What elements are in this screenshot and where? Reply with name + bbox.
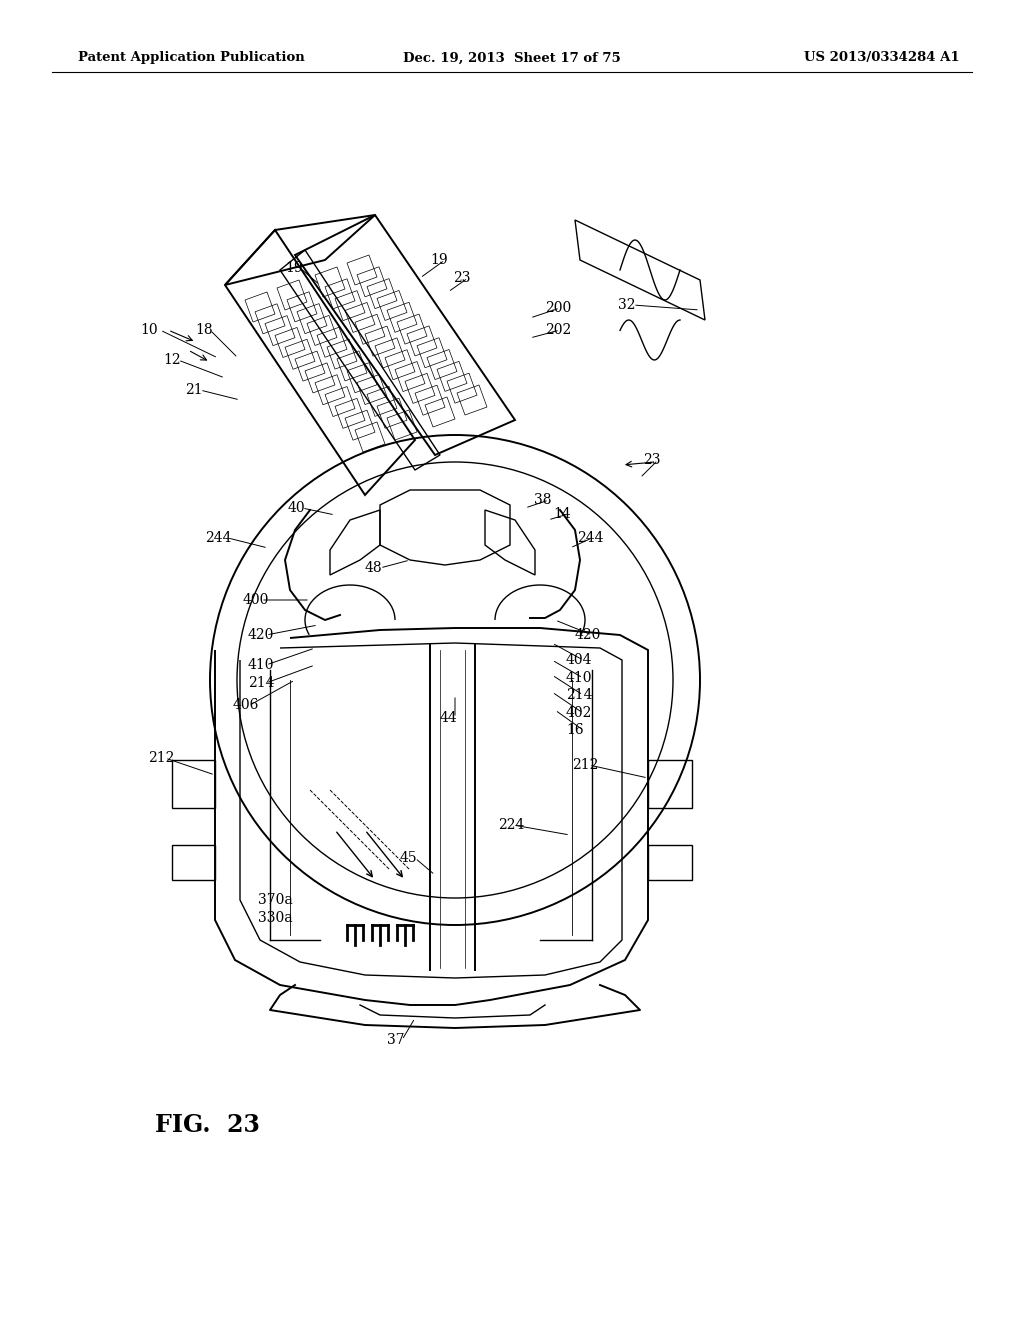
Text: 23: 23 [643,453,660,467]
Text: 406: 406 [233,698,259,711]
Text: 202: 202 [545,323,571,337]
Text: 410: 410 [566,671,593,685]
Text: 402: 402 [566,706,592,719]
Text: 212: 212 [148,751,174,766]
Text: FIG.  23: FIG. 23 [155,1113,260,1137]
Text: 410: 410 [248,657,274,672]
Text: 37: 37 [387,1034,404,1047]
Text: 21: 21 [185,383,203,397]
Text: 32: 32 [618,298,636,312]
Text: 23: 23 [453,271,470,285]
Text: US 2013/0334284 A1: US 2013/0334284 A1 [805,51,961,65]
Text: 212: 212 [572,758,598,772]
Text: 404: 404 [566,653,593,667]
Text: 330a: 330a [258,911,293,925]
Text: 45: 45 [400,851,418,865]
Text: 244: 244 [205,531,231,545]
Text: 19: 19 [430,253,447,267]
Text: 370a: 370a [258,894,293,907]
Text: 224: 224 [498,818,524,832]
Text: 244: 244 [577,531,603,545]
Text: 14: 14 [553,507,570,521]
Text: 420: 420 [248,628,274,642]
Text: 38: 38 [534,492,552,507]
Text: 214: 214 [248,676,274,690]
Text: 12: 12 [163,352,180,367]
Text: Patent Application Publication: Patent Application Publication [78,51,305,65]
Text: 420: 420 [575,628,601,642]
Text: 19: 19 [285,261,303,275]
Text: 10: 10 [140,323,158,337]
Text: 48: 48 [365,561,383,576]
Text: Dec. 19, 2013  Sheet 17 of 75: Dec. 19, 2013 Sheet 17 of 75 [403,51,621,65]
Text: 40: 40 [288,502,305,515]
Text: 18: 18 [195,323,213,337]
Text: 200: 200 [545,301,571,315]
Text: 214: 214 [566,688,593,702]
Text: 16: 16 [566,723,584,737]
Text: 400: 400 [243,593,269,607]
Text: 44: 44 [440,711,458,725]
